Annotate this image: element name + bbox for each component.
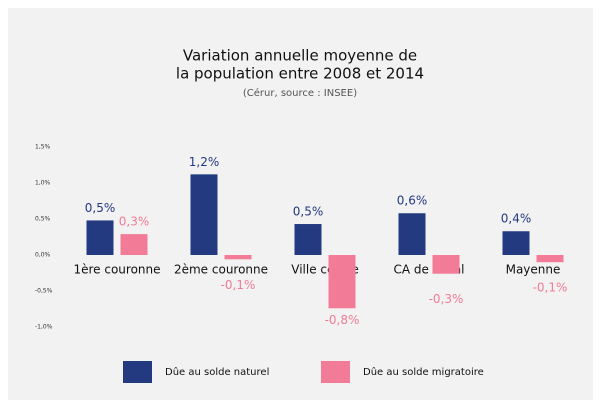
value-label: 0,5% (293, 205, 324, 219)
value-label: 0,5% (85, 201, 116, 215)
legend-swatch (123, 361, 152, 383)
value-label: 0,6% (397, 194, 428, 208)
value-label: 1,2% (189, 155, 220, 169)
legend-label: Dûe au solde migratoire (363, 366, 484, 378)
x-tick-label: 1ère couronne (73, 263, 160, 277)
value-label: -0,1% (221, 278, 256, 292)
bar (328, 255, 356, 309)
chart-subtitle: (Cérur, source : INSEE) (243, 87, 357, 99)
bar (398, 213, 426, 255)
bar (432, 255, 460, 274)
y-tick-label: 1,5% (35, 144, 51, 151)
value-label: 0,3% (119, 215, 150, 229)
value-label: 0,4% (501, 212, 532, 226)
legend-swatch (321, 361, 350, 383)
bar (190, 174, 218, 255)
y-tick-label: -0,5% (35, 288, 53, 295)
y-tick-label: 1,0% (35, 180, 51, 187)
bar (224, 255, 252, 260)
value-label: -0,8% (325, 313, 360, 327)
x-tick-label: 2ème couronne (174, 263, 268, 277)
bar (536, 255, 564, 263)
y-tick-label: -1,0% (35, 324, 53, 331)
y-tick-label: 0,0% (35, 252, 51, 259)
value-label: -0,1% (533, 281, 568, 295)
panel (8, 8, 593, 400)
bar (86, 220, 114, 255)
legend-label: Dûe au solde naturel (165, 366, 269, 378)
chart-title: Variation annuelle moyenne de (183, 47, 417, 65)
y-tick-label: 0,5% (35, 216, 51, 223)
value-label: -0,3% (429, 292, 464, 306)
chart-title: la population entre 2008 et 2014 (176, 65, 424, 83)
bar (120, 234, 148, 255)
x-tick-label: Mayenne (506, 263, 561, 277)
bar (294, 224, 322, 255)
bar (502, 231, 530, 255)
